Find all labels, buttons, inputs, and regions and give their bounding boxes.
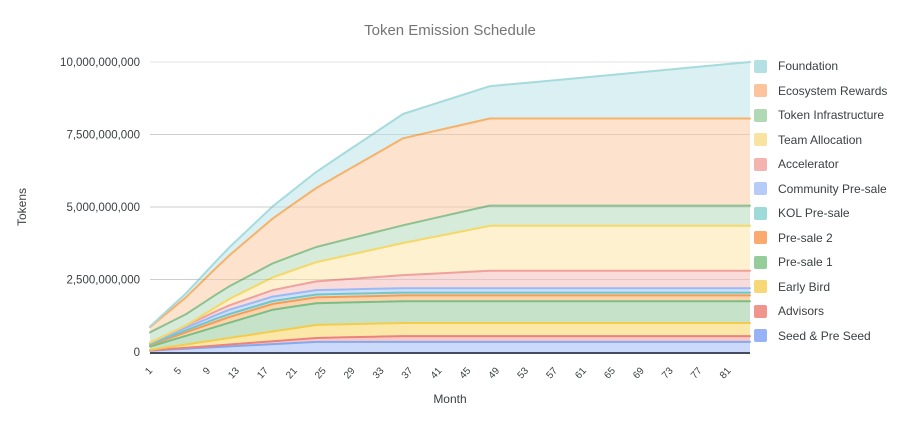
area-ecosystem-rewards: [150, 118, 750, 333]
line-team-allocation: [149, 224, 751, 344]
legend-item-team-allocation: Team Allocation: [754, 133, 887, 147]
line-kol-pre-sale: [149, 291, 751, 346]
line-advisors: [149, 335, 751, 352]
legend-item-accelerator: Accelerator: [754, 157, 887, 171]
x-tick-label: 9: [201, 365, 213, 377]
x-tick-label: 33: [371, 365, 387, 381]
legend-item-seed-pre-seed: Seed & Pre Seed: [754, 329, 887, 343]
legend-swatch-foundation: [754, 59, 767, 73]
legend-item-kol-pre-sale: KOL Pre-sale: [754, 206, 887, 220]
area-early-bird: [150, 323, 750, 351]
line-token-infrastructure: [149, 204, 751, 334]
legend-swatch-kol-pre-sale: [754, 206, 767, 220]
chart-title: Token Emission Schedule: [364, 22, 536, 39]
x-tick-label: 41: [429, 365, 445, 381]
chart-legend: Foundation Ecosystem Rewards Token Infrast…: [754, 59, 887, 343]
y-tick-label: 5,000,000,000: [66, 202, 140, 214]
legend-item-early-bird: Early Bird: [754, 280, 887, 294]
x-tick-label: 57: [544, 365, 560, 381]
x-tick-label: 1: [143, 365, 155, 377]
legend-label: Community Pre-sale: [778, 181, 887, 196]
legend-label: Pre-sale 1: [778, 255, 833, 269]
legend-label: Pre-sale 2: [778, 230, 833, 245]
x-tick-label: 61: [573, 365, 589, 381]
x-tick-label: 5: [172, 365, 184, 377]
legend-swatch-team-allocation: [754, 133, 767, 146]
legend-swatch-pre-sale-2: [754, 231, 767, 244]
x-tick-label: 77: [689, 365, 705, 381]
x-tick-label: 37: [400, 365, 416, 381]
y-tick-label: 2,500,000,000: [66, 275, 140, 287]
x-tick-label: 17: [255, 365, 271, 381]
x-tick-label: 53: [516, 365, 532, 381]
legend-swatch-seed-pre-seed: [754, 329, 767, 342]
x-tick-label: 65: [602, 365, 618, 381]
line-ecosystem-rewards: [149, 117, 751, 329]
area-accelerator: [150, 270, 750, 344]
legend-swatch-ecosystem-rewards: [754, 84, 767, 97]
line-pre-sale-2: [149, 294, 751, 347]
line-accelerator: [149, 269, 751, 344]
line-community-pre-sale: [149, 287, 751, 345]
legend-label: Advisors: [778, 304, 825, 318]
legend-label: Team Allocation: [778, 132, 863, 147]
x-tick-label: 45: [458, 365, 474, 381]
line-foundation: [149, 61, 751, 328]
legend-swatch-community-pre-sale: [754, 182, 767, 195]
area-foundation: [150, 62, 750, 328]
legend-label: Seed & Pre Seed: [778, 328, 871, 343]
x-tick-label: 29: [342, 365, 358, 381]
legend-item-pre-sale-2: Pre-sale 2: [754, 231, 887, 245]
legend-item-advisors: Advisors: [754, 304, 887, 318]
legend-item-foundation: Foundation: [754, 59, 887, 73]
x-tick-label: 25: [313, 365, 329, 381]
x-tick-label: 49: [487, 365, 503, 381]
legend-label: Foundation: [778, 59, 839, 73]
legend-label: Token Infrastructure: [778, 108, 885, 122]
line-early-bird: [149, 322, 751, 351]
legend-label: KOL Pre-sale: [778, 206, 850, 220]
legend-item-token-infrastructure: Token Infrastructure: [754, 108, 887, 122]
legend-item-community-pre-sale: Community Pre-sale: [754, 182, 887, 196]
y-axis-title: Tokens: [15, 187, 29, 227]
x-tick-label: 13: [226, 365, 242, 381]
area-team-allocation: [150, 225, 750, 343]
legend-swatch-early-bird: [754, 280, 767, 293]
legend-label: Ecosystem Rewards: [778, 83, 888, 98]
legend-item-ecosystem-rewards: Ecosystem Rewards: [754, 84, 887, 98]
x-tick-label: 81: [718, 365, 734, 381]
area-pre-sale-1: [150, 301, 750, 350]
legend-label: Accelerator: [778, 157, 839, 171]
y-tick-label: 0: [134, 347, 140, 359]
legend-item-pre-sale-1: Pre-sale 1: [754, 255, 887, 269]
area-seed-pre-seed: [150, 341, 750, 352]
x-tick-label: 69: [631, 365, 647, 381]
legend-swatch-token-infrastructure: [754, 108, 767, 122]
y-tick-label: 10,000,000,000: [60, 57, 140, 69]
legend-swatch-accelerator: [754, 157, 767, 171]
legend-label: Early Bird: [778, 279, 831, 294]
line-seed-pre-seed: [149, 340, 751, 352]
line-pre-sale-1: [149, 300, 751, 348]
legend-swatch-advisors: [754, 304, 767, 318]
y-tick-label: 7,500,000,000: [66, 130, 140, 142]
x-tick-label: 73: [660, 365, 676, 381]
x-axis-title: Month: [433, 392, 467, 406]
legend-swatch-pre-sale-1: [754, 255, 767, 269]
x-tick-label: 21: [284, 365, 300, 381]
